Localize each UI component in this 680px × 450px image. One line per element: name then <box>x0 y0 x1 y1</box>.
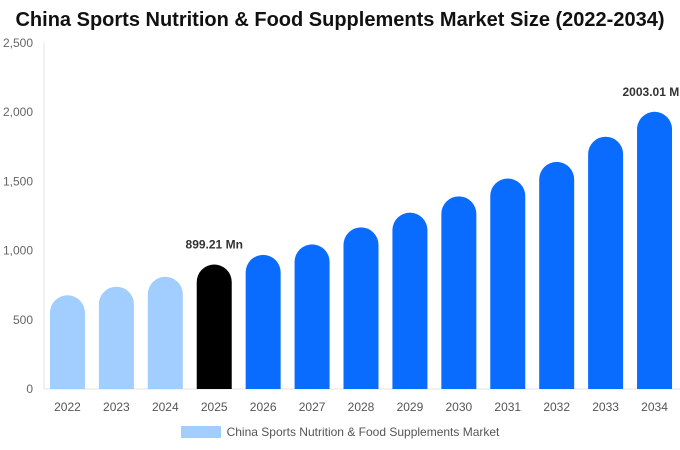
bar-2025[interactable] <box>196 264 232 389</box>
y-tick-label: 0 <box>26 382 33 396</box>
bar-2031[interactable] <box>490 178 526 389</box>
x-tick-label: 2022 <box>54 400 81 414</box>
bar-2030[interactable] <box>441 196 477 389</box>
bar-2024[interactable] <box>147 276 183 389</box>
bar-2026[interactable] <box>245 254 281 389</box>
x-tick-label: 2034 <box>641 400 668 414</box>
bar-2033[interactable] <box>588 136 624 389</box>
bar-2034[interactable] <box>637 111 673 389</box>
x-tick-label: 2030 <box>445 400 472 414</box>
x-tick-label: 2028 <box>348 400 375 414</box>
x-tick-label: 2031 <box>494 400 521 414</box>
y-tick-label: 2,500 <box>3 36 33 50</box>
bar-2023[interactable] <box>98 286 134 389</box>
legend-swatch <box>180 426 221 438</box>
bar-2029[interactable] <box>392 212 428 389</box>
x-tick-label: 2026 <box>250 400 277 414</box>
bar-2027[interactable] <box>294 244 330 389</box>
bar-2022[interactable] <box>49 295 85 389</box>
x-tick-label: 2024 <box>152 400 179 414</box>
data-label: 899.21 Mn <box>186 238 243 252</box>
y-tick-label: 1,000 <box>3 244 33 258</box>
legend[interactable]: China Sports Nutrition & Food Supplement… <box>0 425 680 439</box>
bars-layer <box>49 111 673 389</box>
legend-label: China Sports Nutrition & Food Supplement… <box>226 425 500 439</box>
y-tick-label: 2,000 <box>3 105 33 119</box>
y-tick-label: 500 <box>13 313 33 327</box>
y-tick-label: 1,500 <box>3 174 33 188</box>
x-tick-label: 2029 <box>397 400 424 414</box>
x-tick-label: 2033 <box>592 400 619 414</box>
x-tick-label: 2032 <box>543 400 570 414</box>
data-label: 2003.01 Mn <box>623 85 680 99</box>
bar-2032[interactable] <box>539 161 575 389</box>
x-tick-label: 2023 <box>103 400 130 414</box>
x-tick-label: 2027 <box>299 400 326 414</box>
labels-layer: 2022 2023 2024 2025 2026 2027 2028 2029 2030 2031… <box>54 85 680 414</box>
chart-title: China Sports Nutrition & Food Supplement… <box>15 9 665 31</box>
x-tick-label: 2025 <box>201 400 228 414</box>
bar-2028[interactable] <box>343 227 379 389</box>
